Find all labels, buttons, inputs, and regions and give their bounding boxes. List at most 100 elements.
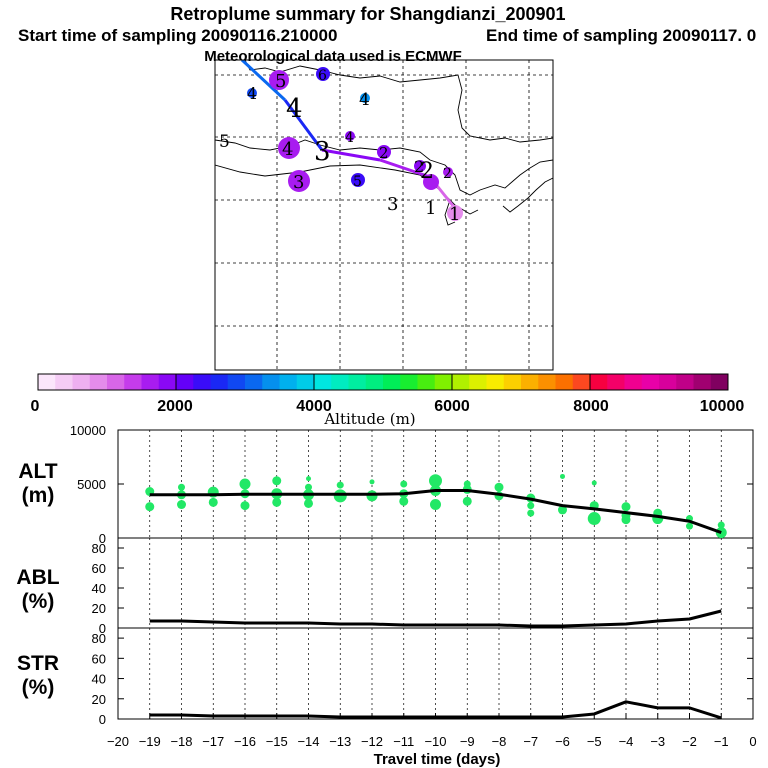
cluster-label: 4: [359, 90, 370, 110]
cluster-circle: [377, 145, 391, 159]
colorbar-swatch: [314, 374, 332, 390]
alt-point: [145, 502, 155, 512]
colorbar-label: Altitude (m): [323, 410, 415, 428]
alt-point: [462, 496, 472, 506]
alt-point: [272, 476, 282, 486]
colorbar-swatch: [279, 374, 298, 390]
x-tick-label: −18: [170, 734, 192, 749]
colorbar-swatch: [676, 374, 694, 390]
cluster-circles: [247, 67, 463, 221]
colorbar-swatch: [521, 374, 539, 390]
colorbar-tick: 6000: [434, 398, 470, 415]
x-tick-label: −19: [139, 734, 161, 749]
colorbar-swatch: [710, 374, 729, 390]
y-tick-label: 40: [92, 672, 106, 687]
cluster-circle: [443, 167, 453, 177]
alt-point: [686, 522, 693, 530]
cluster-label: 2: [414, 157, 424, 176]
abl-ylabel-line2: (%): [22, 590, 55, 613]
colorbar-tick: 0: [31, 398, 40, 415]
colorbar-swatch: [503, 374, 522, 390]
cluster-circle: [360, 93, 370, 103]
cluster-label: 2: [443, 166, 452, 182]
x-axis-label: Travel time (days): [374, 751, 501, 768]
colorbar-swatch: [262, 374, 280, 390]
colorbar-swatch: [641, 374, 660, 390]
alt-point: [306, 476, 311, 482]
alt-ylabel-line1: ALT: [18, 460, 57, 483]
x-tick-label: −12: [361, 734, 383, 749]
y-tick-label: 80: [92, 631, 106, 646]
colorbar-swatch: [469, 374, 487, 390]
alt-point: [305, 483, 312, 491]
cluster-circle: [288, 170, 310, 192]
colorbar-swatch: [55, 374, 73, 390]
alt-point: [587, 512, 601, 526]
colorbar-swatch: [693, 374, 712, 390]
colorbar-swatch: [590, 374, 608, 390]
alt-point: [304, 498, 313, 508]
colorbar-swatch: [176, 374, 194, 390]
x-tick-label: −10: [424, 734, 446, 749]
x-tick-label: −5: [587, 734, 602, 749]
colorbar-swatch: [331, 374, 349, 390]
str-ylabel-line1: STR: [17, 652, 59, 675]
cluster-circle: [278, 137, 300, 159]
alt-point: [527, 509, 535, 517]
x-tick-label: 0: [749, 734, 756, 749]
colorbar-swatch: [158, 374, 177, 390]
colorbar-swatch: [659, 374, 677, 390]
colorbar-swatch: [38, 374, 56, 390]
colorbar-swatch: [141, 374, 160, 390]
cluster-circle: [351, 173, 365, 187]
colorbar-swatch: [348, 374, 367, 390]
colorbar-swatch: [383, 374, 401, 390]
y-tick-label: 40: [92, 581, 106, 596]
alt-point: [591, 480, 597, 486]
colorbar-swatch: [555, 374, 574, 390]
alt-point: [527, 502, 535, 510]
altitude-colorbar: [37, 373, 729, 391]
str-panel: 80 60 40 20 0: [92, 628, 753, 727]
trajectory-label: 4: [286, 94, 303, 124]
abl-ylabel-line1: ABL: [16, 566, 59, 589]
x-tick-label: −8: [492, 734, 507, 749]
cluster-label: 1: [449, 204, 460, 225]
end-time-text: End time of sampling 20090117. 0: [486, 26, 756, 45]
alt-point: [494, 482, 504, 492]
y-tick-label: 0: [99, 621, 106, 636]
x-tick-label: −16: [234, 734, 256, 749]
colorbar-swatch: [227, 374, 246, 390]
alt-point: [399, 496, 409, 506]
alt-point: [621, 502, 631, 512]
alt-point: [208, 497, 218, 507]
alt-point: [366, 490, 378, 502]
alt-point: [558, 505, 567, 515]
colorbar-swatch: [400, 374, 418, 390]
x-tick-label: −7: [523, 734, 538, 749]
colorbar-tick: 2000: [157, 398, 193, 415]
x-tick-label: −17: [202, 734, 224, 749]
colorbar-swatch: [572, 374, 591, 390]
alt-point: [429, 474, 442, 488]
cluster-circle: [316, 67, 330, 81]
colorbar-swatch: [486, 374, 505, 390]
met-data-text: Meteorological data used is ECMWF: [204, 48, 462, 65]
alt-series-line: [149, 488, 722, 535]
colorbar-swatch: [72, 374, 91, 390]
alt-point: [560, 473, 565, 479]
map-panel: 5 6 4 4 4 4 3 5 2 2 2 1 1 4 5 3 3 2: [214, 59, 554, 371]
alt-ylabel-line2: (m): [22, 484, 55, 507]
x-tick-label: −15: [266, 734, 288, 749]
alt-panel: 10000 5000 0: [70, 423, 753, 546]
colorbar-tick: 10000: [700, 398, 745, 415]
colorbar-tick: 8000: [573, 398, 609, 415]
abl-panel: 80 60 40 20 0: [92, 538, 753, 636]
alt-point: [400, 480, 408, 488]
abl-series-line: [149, 609, 722, 628]
figure-title: Retroplume summary for Shangdianzi_20090…: [170, 4, 565, 24]
cluster-circle: [269, 70, 289, 90]
colorbar-swatch: [245, 374, 263, 390]
